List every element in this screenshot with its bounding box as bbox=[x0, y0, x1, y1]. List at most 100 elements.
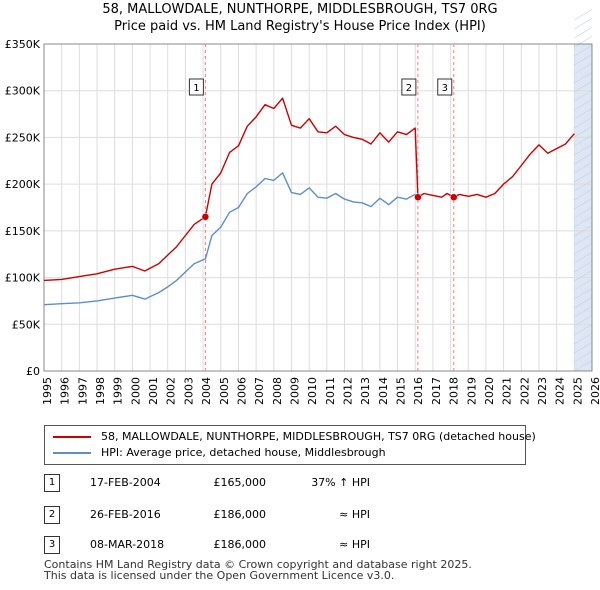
sale-marker-box bbox=[188, 78, 204, 96]
forecast-hatch bbox=[574, 153, 593, 165]
footer-copyright: Contains HM Land Registry data © Crown c… bbox=[44, 558, 472, 571]
chart-title: 58, MALLOWDALE, NUNTHORPE, MIDDLESBROUGH… bbox=[102, 2, 498, 17]
transaction-hpi: ≈ HPI bbox=[339, 508, 370, 521]
forecast-hatch bbox=[574, 144, 593, 156]
x-tick-label: 2011 bbox=[324, 377, 337, 405]
forecast-hatch bbox=[574, 315, 593, 327]
sale-marker-box bbox=[401, 78, 417, 96]
plot-border bbox=[43, 43, 593, 372]
chart-legend: 58, MALLOWDALE, NUNTHORPE, MIDDLESBROUGH… bbox=[44, 425, 536, 465]
transaction-number: 2 bbox=[44, 506, 60, 524]
x-tick-label: 2000 bbox=[129, 377, 142, 405]
x-tick-label: 2016 bbox=[412, 377, 425, 405]
x-tick-label: 2021 bbox=[501, 377, 514, 405]
forecast-hatch bbox=[574, 342, 593, 354]
forecast-hatch bbox=[574, 27, 593, 39]
transaction-hpi: 37% ↑ HPI bbox=[311, 476, 370, 489]
forecast-hatch bbox=[574, 54, 593, 66]
forecast-hatch bbox=[574, 180, 593, 192]
y-tick-label: £250K bbox=[5, 131, 41, 144]
sale-point bbox=[414, 193, 422, 201]
legend-label-property: 58, MALLOWDALE, NUNTHORPE, MIDDLESBROUGH… bbox=[101, 430, 536, 443]
transaction-date: 17-FEB-2004 bbox=[90, 476, 161, 489]
x-tick-label: 2010 bbox=[306, 377, 319, 405]
x-tick-label: 2022 bbox=[518, 377, 531, 405]
forecast-band bbox=[574, 44, 592, 371]
forecast-hatch bbox=[574, 90, 593, 102]
x-tick-label: 2001 bbox=[147, 377, 160, 405]
forecast-hatch bbox=[574, 162, 593, 174]
y-tick-label: £300K bbox=[5, 85, 41, 98]
forecast-hatch bbox=[574, 189, 593, 201]
x-tick-label: 2013 bbox=[359, 377, 372, 405]
x-tick-label: 2004 bbox=[200, 377, 213, 405]
transaction-date: 26-FEB-2016 bbox=[90, 508, 161, 521]
forecast-hatch bbox=[574, 81, 593, 93]
transaction-date: 08-MAR-2018 bbox=[90, 538, 165, 551]
forecast-hatch bbox=[574, 99, 593, 111]
x-tick-label: 1998 bbox=[94, 377, 107, 405]
x-tick-label: 2017 bbox=[430, 377, 443, 405]
forecast-hatch bbox=[574, 270, 593, 282]
forecast-hatch bbox=[574, 252, 593, 264]
x-tick-label: 2018 bbox=[448, 377, 461, 405]
x-tick-label: 2012 bbox=[342, 377, 355, 405]
forecast-hatch bbox=[574, 18, 593, 30]
legend-swatch-property bbox=[53, 436, 91, 438]
sale-marker-label: 1 bbox=[193, 83, 199, 94]
footer-license: This data is licensed under the Open Gov… bbox=[44, 569, 395, 582]
forecast-hatch bbox=[574, 297, 593, 309]
x-tick-label: 2014 bbox=[377, 377, 390, 405]
transaction-hpi: ≈ HPI bbox=[339, 538, 370, 551]
y-tick-label: £350K bbox=[5, 38, 41, 51]
y-tick-label: £100K bbox=[5, 272, 41, 285]
plot-area bbox=[44, 44, 592, 371]
x-tick-label: 2007 bbox=[253, 377, 266, 405]
x-tick-label: 2005 bbox=[218, 377, 231, 405]
legend-swatch-hpi bbox=[53, 452, 91, 454]
sale-point bbox=[450, 193, 458, 201]
x-tick-label: 2015 bbox=[395, 377, 408, 405]
series-line bbox=[43, 172, 419, 306]
transaction-row: 1 17-FEB-2004 £165,000 37% ↑ HPI bbox=[0, 474, 600, 494]
price-chart: 1995 1996 1997 1998 1999 2000 2001 2002 2003 2004… bbox=[5, 9, 600, 405]
forecast-hatch bbox=[574, 360, 593, 372]
sale-marker-label: 3 bbox=[442, 83, 448, 94]
forecast-hatch bbox=[574, 117, 593, 129]
forecast-hatch bbox=[574, 306, 593, 318]
x-tick-label: 2009 bbox=[288, 377, 301, 405]
transaction-price: £186,000 bbox=[213, 538, 267, 551]
sale-marker-label: 2 bbox=[406, 83, 412, 94]
chart-subtitle: Price paid vs. HM Land Registry's House … bbox=[114, 19, 486, 34]
y-tick-label: £150K bbox=[5, 225, 41, 238]
y-tick-label: £200K bbox=[5, 178, 41, 191]
x-tick-label: 1996 bbox=[59, 377, 72, 405]
x-tick-label: 2006 bbox=[235, 377, 248, 405]
forecast-hatch bbox=[574, 135, 593, 147]
transaction-price: £186,000 bbox=[213, 508, 267, 521]
forecast-hatch bbox=[574, 72, 593, 84]
sale-point bbox=[201, 213, 210, 221]
forecast-hatch bbox=[574, 261, 593, 273]
forecast-hatch bbox=[574, 351, 593, 363]
footer: Contains HM Land Registry data © Crown c… bbox=[44, 559, 472, 581]
legend-label-hpi: HPI: Average price, detached house, Midd… bbox=[101, 446, 386, 459]
x-tick-label: 2008 bbox=[271, 377, 284, 405]
forecast-hatch bbox=[574, 288, 593, 300]
x-tick-label: 2020 bbox=[483, 377, 496, 405]
forecast-hatch bbox=[574, 333, 593, 345]
forecast-hatch bbox=[574, 279, 593, 291]
y-tick-label: £0 bbox=[26, 365, 40, 378]
transaction-number: 1 bbox=[44, 474, 60, 492]
x-tick-label: 1997 bbox=[76, 377, 89, 405]
transaction-row: 3 08-MAR-2018 £186,000 ≈ HPI bbox=[0, 536, 600, 556]
x-tick-label: 2026 bbox=[589, 377, 600, 405]
x-tick-label: 2019 bbox=[465, 377, 478, 405]
sale-marker-box bbox=[437, 78, 453, 96]
forecast-hatch bbox=[574, 63, 593, 75]
forecast-hatch bbox=[574, 36, 593, 48]
forecast-hatch bbox=[574, 108, 593, 120]
forecast-hatch bbox=[574, 324, 593, 336]
forecast-hatch bbox=[574, 126, 593, 138]
x-tick-label: 2002 bbox=[165, 377, 178, 405]
